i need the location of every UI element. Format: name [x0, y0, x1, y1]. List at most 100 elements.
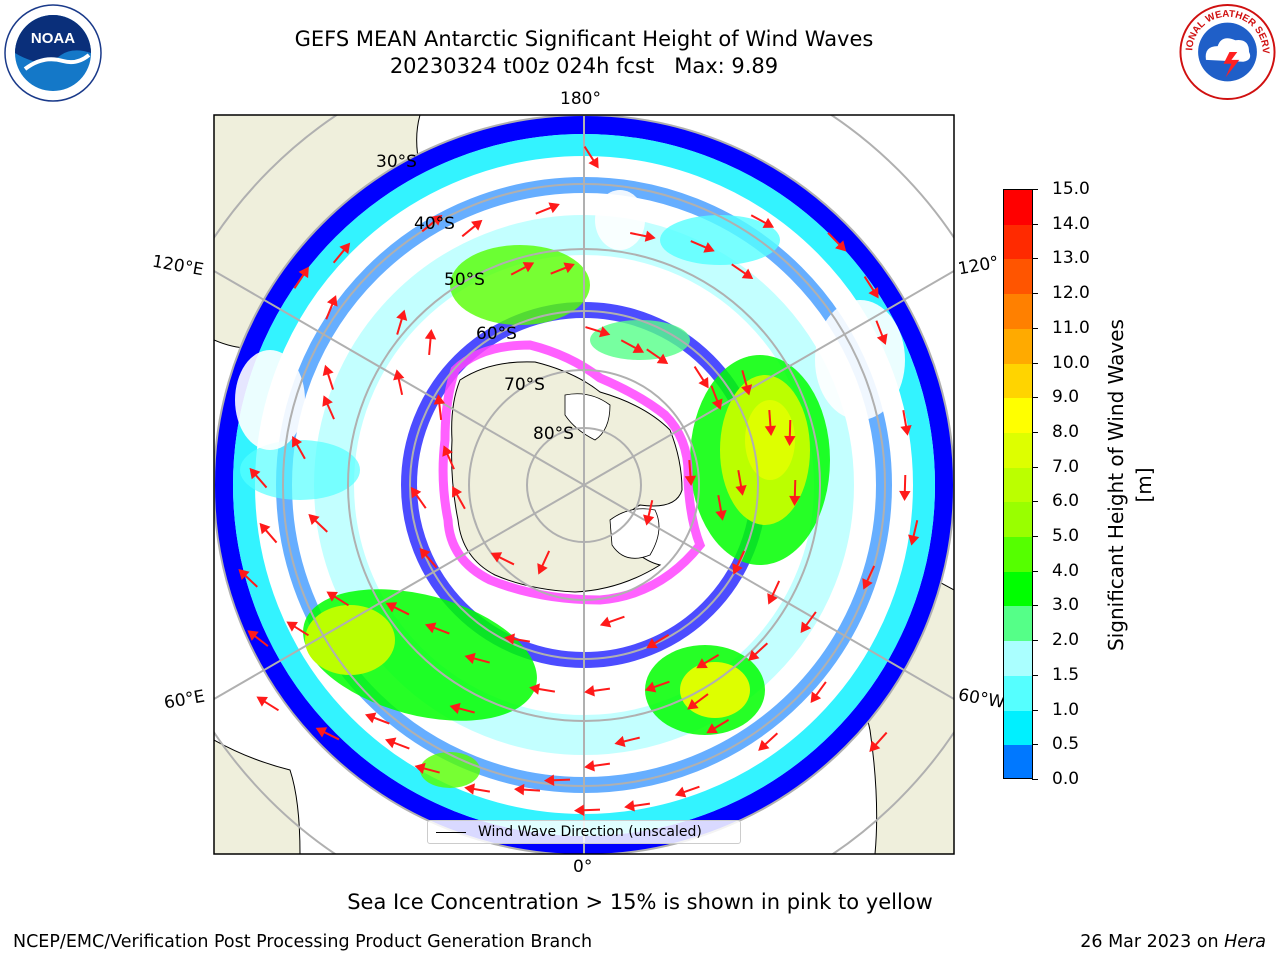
colorbar-segment [1004, 675, 1032, 712]
wave-direction-arrowhead [684, 475, 697, 486]
wave-direction-arrowhead [529, 683, 540, 695]
wave-direction-arrows [238, 146, 920, 816]
wave-direction-arrowhead [573, 804, 585, 816]
title-line-1: GEFS MEAN Antarctic Significant Height o… [294, 27, 874, 51]
colorbar-tick-label: 1.0 [1052, 699, 1080, 720]
colorbar-tick-label: 14.0 [1052, 213, 1090, 234]
wave-direction-arrowhead [563, 262, 575, 274]
lat-label-80s: 80°S [533, 424, 574, 444]
wave-direction-arrowhead [646, 638, 658, 649]
lat-label-60s: 60°S [476, 324, 517, 344]
wave-direction-arrowhead [385, 737, 397, 749]
colorbar-tick-label: 5.0 [1052, 526, 1080, 547]
wave-direction-arrowhead [908, 534, 920, 546]
wave-direction-arrowhead [735, 484, 747, 496]
colorbar-tick [1032, 258, 1038, 260]
wave-direction-arrowhead [674, 786, 687, 798]
colorbar-segment [1004, 328, 1032, 365]
colorbar-segment [1004, 537, 1032, 573]
colorbar-tick [1032, 605, 1038, 607]
wave-direction-arrowhead [835, 240, 847, 252]
colorbar-tick [1032, 570, 1038, 572]
wave-direction-arrowhead [308, 513, 320, 526]
wave-direction-arrowhead [322, 395, 333, 407]
wave-direction-arrowhead [741, 384, 753, 396]
wave-direction-arrowhead [464, 783, 475, 795]
colorbar-tick [1032, 362, 1038, 364]
wave-direction-arrowhead [537, 563, 548, 575]
colorbar-tick-label: 8.0 [1052, 421, 1080, 442]
wave-direction-arrowhead [784, 435, 796, 447]
wave-direction-arrowhead [764, 425, 777, 436]
wave-direction-arrowhead [292, 436, 303, 448]
wave-direction-arrowhead [259, 522, 271, 535]
footer-date-host: 26 Mar 2023 on Hera [1080, 932, 1266, 952]
wave-direction-arrowhead [504, 633, 515, 645]
wave-direction-arrowhead [644, 230, 656, 242]
wave-direction-arrowhead [424, 329, 437, 340]
wave-direction-arrowhead [741, 268, 754, 280]
wave-direction-arrowhead [584, 760, 595, 772]
wave-direction-arrowhead [410, 486, 422, 499]
wave-direction-arrowhead [393, 369, 405, 381]
wave-direction-arrowhead [614, 735, 626, 747]
wave-direction-arrowhead [869, 740, 881, 752]
colorbar-tick [1032, 466, 1038, 468]
colorbar-tick [1032, 501, 1038, 503]
wave-direction-arrowhead [599, 326, 611, 338]
wave-direction-arrowhead [868, 286, 879, 299]
colorbar-tick [1032, 709, 1038, 711]
colorbar-tick [1032, 327, 1038, 329]
wave-direction-arrowhead [632, 342, 645, 353]
wave-direction-arrowhead [767, 593, 778, 605]
colorbar-tick [1032, 536, 1038, 538]
title-line-2: 20230324 t00z 024h fcst Max: 9.89 [389, 54, 779, 78]
wave-direction-arrowhead [256, 696, 268, 707]
wave-direction-arrowhead [238, 568, 250, 581]
wave-direction-arrowhead [748, 649, 760, 661]
wave-direction-arrowhead [431, 214, 443, 226]
lat-label-30s: 30°S [376, 152, 417, 172]
wave-direction-arrowhead [899, 490, 911, 502]
wave-direction-arrowhead [599, 616, 612, 628]
legend-label: Wind Wave Direction (unscaled) [478, 824, 702, 840]
colorbar-tick-label: 3.0 [1052, 595, 1080, 616]
colorbar-tick [1032, 744, 1038, 746]
wave-direction-arrowhead [514, 783, 525, 796]
wave-direction-arrowhead [810, 691, 822, 703]
colorbar-tick [1032, 640, 1038, 642]
wave-direction-arrowhead [543, 774, 555, 786]
wave-direction-arrowhead [249, 467, 261, 480]
colorbar-segment [1004, 432, 1032, 469]
colorbar-tick [1032, 397, 1038, 399]
colorbar-segment [1004, 571, 1032, 608]
wave-direction-arrowhead [789, 495, 801, 507]
wave-direction-arrowhead [322, 364, 334, 377]
nws-logo: NATIONAL WEATHER SERVICE [1177, 3, 1276, 101]
wave-direction-arrowhead [442, 445, 453, 457]
wave-direction-arrowhead [643, 514, 655, 526]
lat-label-50s: 50°S [444, 270, 485, 290]
wave-direction-arrowhead [247, 630, 259, 641]
colorbar-tick-label: 0.0 [1052, 769, 1080, 789]
wave-direction-arrowhead [548, 202, 560, 214]
colorbar-tick-label: 0.5 [1052, 734, 1080, 755]
wave-direction-arrowhead [286, 621, 298, 632]
wave-direction-arrowhead [339, 242, 351, 254]
wave-direction-arrowhead [687, 699, 699, 710]
colorbar-tick [1032, 674, 1038, 676]
chart-title: GEFS MEAN Antarctic Significant Height o… [204, 26, 964, 80]
wave-direction-arrowhead [425, 622, 437, 634]
lon-label-bottom: 0° [573, 857, 593, 877]
lat-label-70s: 70°S [504, 375, 545, 395]
colorbar-tick-label: 15.0 [1052, 179, 1090, 199]
wave-direction-arrowhead [315, 727, 328, 738]
sea-ice-note: Sea Ice Concentration > 15% is shown in … [347, 890, 933, 914]
noaa-logo-text: NOAA [31, 30, 75, 47]
colorbar-tick-label: 6.0 [1052, 491, 1080, 512]
wave-direction-arrowhead [800, 621, 812, 633]
colorbar-tick-label: 1.5 [1052, 664, 1080, 685]
colorbar-tick-label: 13.0 [1052, 248, 1090, 269]
noaa-logo: NOAA [4, 4, 102, 102]
